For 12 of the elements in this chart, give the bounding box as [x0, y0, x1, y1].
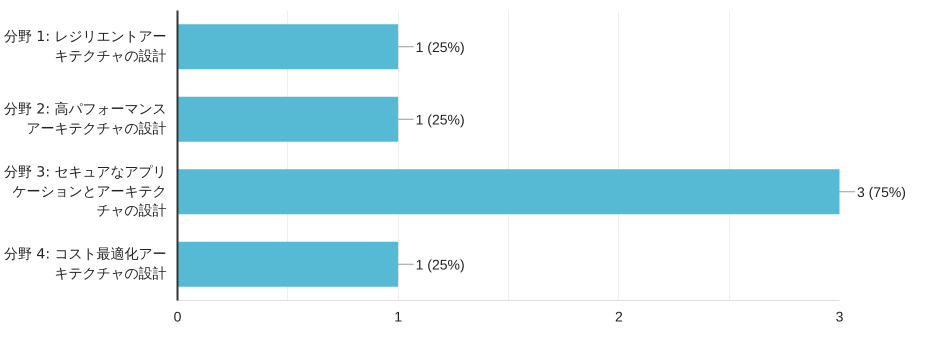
y-tick-label: 分野 4: コスト最適化アーキテクチャの設計 — [4, 246, 167, 282]
data-label: 1 (25%) — [416, 111, 465, 128]
x-tick-label: 2 — [614, 308, 623, 324]
data-label: 1 (25%) — [416, 256, 465, 272]
data-label: 1 (25%) — [416, 38, 465, 55]
x-tick-label: 0 — [174, 308, 182, 324]
x-tick-label: 1 — [394, 308, 402, 324]
y-tick-label: 分野 1: レジリエントアーキテクチャの設計 — [4, 29, 167, 64]
y-tick-label: 分野 3: セキュアなアプリケーションとアーキテクチャの設計 — [4, 164, 167, 219]
x-tick-label: 3 — [836, 308, 844, 324]
y-tick-label: 分野 2: 高パフォーマンスアーキテクチャの設計 — [4, 102, 167, 137]
data-label: 3 (75%) — [856, 184, 906, 200]
